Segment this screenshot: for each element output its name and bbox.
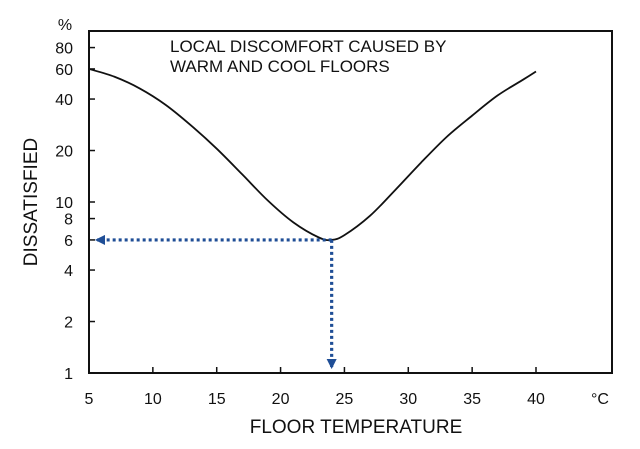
x-tick-label: 30 (399, 391, 417, 408)
y-axis-ticks: 1 2 4 6 810 20 40 60 80 (55, 41, 95, 383)
x-unit-label: °C (591, 391, 609, 408)
plot-frame (88, 30, 613, 374)
y-tick-label: 20 (55, 144, 73, 161)
x-tick-label: 5 (85, 391, 94, 408)
dissatisfied-curve (88, 68, 537, 242)
y-tick-label: 2 (64, 315, 73, 332)
chart-title-line-1: LOCAL DISCOMFORT CAUSED BY (170, 37, 446, 56)
y-tick-label: 8 (64, 212, 73, 229)
chart-title-line-2: WARM AND COOL FLOORS (170, 57, 390, 76)
series-layer (88, 68, 537, 242)
y-unit-label: % (58, 17, 72, 34)
x-tick-label: 15 (208, 391, 226, 408)
x-tick-label: 40 (527, 391, 545, 408)
y-tick-label: 6 (64, 233, 73, 250)
x-tick-label: 25 (336, 391, 354, 408)
y-tick-label: 4 (64, 263, 73, 280)
annotation-layer (94, 234, 337, 370)
y-tick-label: 80 (55, 41, 73, 58)
y-axis-label: DISSATISFIED (21, 138, 42, 266)
x-tick-label: 10 (144, 391, 162, 408)
y-tick-label: 1 (64, 366, 73, 383)
x-axis-label: FLOOR TEMPERATURE (250, 417, 463, 438)
y-tick-label: 10 (55, 195, 73, 212)
x-tick-label: 20 (272, 391, 290, 408)
x-axis-ticks: 5 10 15 20 25 30 35 40 (85, 367, 545, 408)
y-tick-label: 60 (55, 62, 73, 79)
x-tick-label: 35 (463, 391, 481, 408)
y-tick-label: 40 (55, 92, 73, 109)
